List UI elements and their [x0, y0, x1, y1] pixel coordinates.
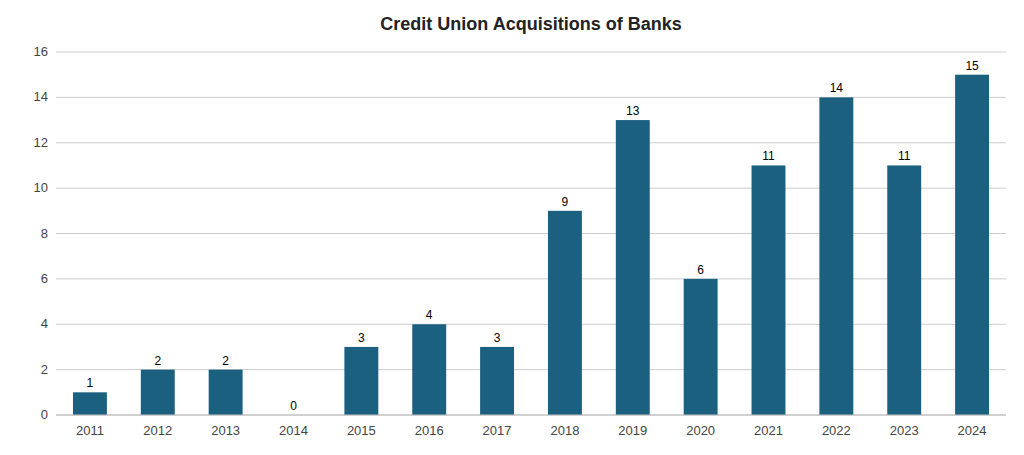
bar: [955, 75, 989, 415]
grid-line: [56, 415, 1006, 416]
data-label: 0: [290, 399, 297, 413]
bar: [819, 97, 853, 415]
y-tick-label: 12: [34, 135, 48, 150]
data-label: 11: [762, 149, 775, 163]
x-tick-label: 2018: [550, 423, 579, 438]
data-label: 2: [154, 354, 161, 368]
y-tick-label: 14: [34, 89, 48, 104]
x-tick-label: 2013: [211, 423, 240, 438]
x-tick-label: 2019: [618, 423, 647, 438]
data-label: 15: [965, 59, 979, 73]
x-axis: 2011 2012 2013 2014 2015 2016 2017 2018 2019 2020…: [76, 423, 987, 438]
bar: [752, 165, 786, 415]
grid-line: [56, 369, 1006, 370]
data-label: 14: [830, 81, 844, 95]
grid-line: [56, 97, 1006, 98]
y-tick-label: 16: [34, 44, 48, 59]
data-label: 11: [898, 149, 911, 163]
bars: [73, 75, 989, 415]
x-tick-label: 2021: [754, 423, 783, 438]
bar: [480, 347, 514, 415]
grid-line: [56, 52, 1006, 53]
x-tick-label: 2012: [143, 423, 172, 438]
x-tick-label: 2020: [686, 423, 715, 438]
bar: [73, 392, 107, 415]
data-labels: 1 2 2 0 3 4 3 9 13 6 11 14 11 15: [87, 59, 979, 413]
y-tick-label: 0: [41, 407, 48, 422]
data-label: 9: [562, 195, 569, 209]
data-label: 2: [222, 354, 229, 368]
data-label: 13: [626, 104, 640, 118]
chart-container: Credit Union Acquisitions of Banks 0 2 4 6 8 1…: [0, 0, 1024, 455]
grid-line: [56, 233, 1006, 234]
bar: [412, 324, 446, 415]
x-axis-line: [56, 415, 1006, 416]
grid-line: [56, 278, 1006, 279]
x-tick-label: 2017: [483, 423, 512, 438]
y-tick-label: 2: [41, 362, 48, 377]
data-label: 1: [87, 376, 94, 390]
grid-line: [56, 188, 1006, 189]
grid-line: [56, 324, 1006, 325]
bar: [209, 370, 243, 415]
bar: [684, 279, 718, 415]
data-label: 6: [697, 263, 704, 277]
title: Credit Union Acquisitions of Banks: [380, 14, 681, 34]
bar: [548, 211, 582, 415]
y-tick-label: 4: [41, 316, 48, 331]
x-tick-label: 2014: [279, 423, 308, 438]
bar: [344, 347, 378, 415]
bar: [616, 120, 650, 415]
x-tick-label: 2011: [76, 423, 104, 438]
data-label: 3: [494, 331, 501, 345]
x-tick-label: 2015: [347, 423, 376, 438]
data-label: 3: [358, 331, 365, 345]
y-axis: 0246810121416: [34, 44, 1006, 422]
y-tick-label: 8: [41, 226, 48, 241]
y-tick-label: 6: [41, 271, 48, 286]
x-tick-label: 2022: [822, 423, 851, 438]
data-label: 4: [426, 308, 433, 322]
bar: [141, 370, 175, 415]
x-tick-label: 2016: [415, 423, 444, 438]
chart: Credit Union Acquisitions of Banks 0 2 4 6 8 1…: [0, 0, 1024, 455]
grid-line: [56, 142, 1006, 143]
bar: [887, 165, 921, 415]
x-tick-label: 2024: [958, 423, 987, 438]
x-tick-label: 2023: [890, 423, 919, 438]
y-tick-label: 10: [34, 180, 48, 195]
